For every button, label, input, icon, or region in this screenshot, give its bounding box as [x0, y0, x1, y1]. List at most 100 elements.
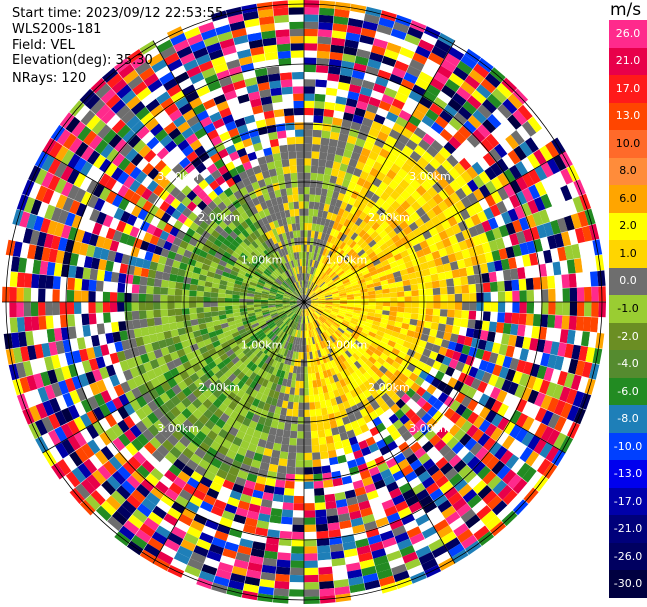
velocity-cell [272, 282, 280, 288]
velocity-cell [266, 320, 274, 326]
velocity-cell [390, 383, 401, 394]
velocity-cell [15, 362, 27, 379]
velocity-cell [312, 275, 317, 283]
velocity-cell [304, 481, 314, 489]
velocity-cell [292, 275, 297, 283]
velocity-cell [472, 188, 485, 202]
velocity-cell [287, 357, 292, 366]
velocity-cell [371, 391, 381, 401]
velocity-cell [368, 466, 380, 477]
velocity-cell [355, 377, 364, 387]
velocity-cell [365, 436, 376, 447]
velocity-cell [332, 161, 341, 170]
velocity-cell [305, 280, 308, 288]
velocity-cell [273, 109, 285, 118]
velocity-cell [346, 25, 362, 35]
velocity-cell [213, 215, 223, 225]
velocity-cell [181, 196, 192, 207]
velocity-cell [24, 316, 33, 332]
velocity-cell [275, 268, 282, 276]
velocity-cell [215, 328, 224, 336]
velocity-cell [52, 289, 60, 302]
velocity-cell [451, 369, 462, 381]
velocity-cell [71, 121, 86, 138]
velocity-cell [405, 184, 416, 196]
velocity-cell [230, 327, 239, 335]
velocity-cell [288, 277, 294, 284]
velocity-cell [563, 215, 575, 231]
velocity-cell [402, 340, 412, 349]
velocity-cell [101, 480, 116, 496]
velocity-cell [127, 514, 144, 529]
velocity-cell [332, 294, 340, 298]
velocity-cell [346, 338, 355, 346]
velocity-cell [255, 313, 263, 318]
velocity-cell [428, 243, 439, 253]
velocity-cell [92, 421, 105, 436]
velocity-cell [174, 342, 184, 351]
velocity-cell [443, 184, 456, 197]
velocity-cell [308, 251, 312, 260]
velocity-cell [497, 103, 513, 119]
velocity-cell [106, 114, 121, 129]
velocity-cell [460, 508, 476, 523]
velocity-cell [326, 152, 336, 162]
velocity-cell [110, 282, 118, 293]
velocity-cell [232, 305, 240, 310]
velocity-cell [98, 173, 111, 187]
velocity-cell [234, 359, 243, 369]
velocity-cell [9, 271, 18, 287]
velocity-cell [305, 287, 307, 295]
velocity-cell [372, 416, 383, 427]
velocity-cell [327, 145, 337, 155]
velocity-cell [232, 79, 246, 90]
velocity-cell [408, 424, 420, 436]
velocity-cell [384, 505, 398, 517]
velocity-cell [215, 268, 224, 276]
velocity-cell [100, 201, 112, 215]
velocity-cell [342, 53, 356, 63]
velocity-cell [543, 249, 553, 264]
velocity-cell [146, 310, 154, 319]
velocity-cell [182, 109, 196, 122]
velocity-cell [393, 570, 410, 583]
velocity-cell [474, 223, 486, 235]
velocity-cell [328, 284, 336, 289]
velocity-cell [248, 39, 264, 49]
velocity-cell [153, 245, 163, 256]
velocity-cell [532, 377, 544, 392]
velocity-cell [459, 433, 472, 447]
velocity-cell [311, 267, 316, 275]
velocity-cell [170, 417, 182, 430]
velocity-cell [358, 229, 367, 238]
velocity-cell [330, 351, 337, 360]
velocity-cell [565, 198, 578, 215]
velocity-cell [290, 296, 298, 300]
velocity-cell [391, 330, 400, 338]
velocity-cell [304, 467, 313, 475]
velocity-cell [286, 466, 296, 475]
velocity-cell [354, 246, 363, 254]
velocity-cell [321, 313, 329, 319]
velocity-cell [373, 349, 383, 357]
velocity-cell [279, 530, 292, 539]
velocity-cell [259, 163, 269, 173]
velocity-cell [507, 494, 524, 511]
velocity-cell [222, 397, 233, 407]
velocity-cell [442, 356, 452, 367]
velocity-cell [490, 162, 503, 177]
velocity-cell [342, 210, 350, 219]
velocity-cell [374, 262, 383, 270]
velocity-cell [368, 331, 377, 338]
velocity-cell [258, 586, 274, 596]
velocity-cell [287, 372, 293, 381]
velocity-cell [261, 307, 269, 311]
velocity-cell [225, 234, 235, 244]
velocity-cell [282, 93, 294, 102]
velocity-cell [292, 329, 297, 337]
velocity-cell [396, 338, 405, 346]
velocity-cell [475, 244, 485, 256]
velocity-cell [254, 308, 262, 313]
velocity-cell [311, 275, 316, 283]
velocity-cell [261, 293, 269, 297]
